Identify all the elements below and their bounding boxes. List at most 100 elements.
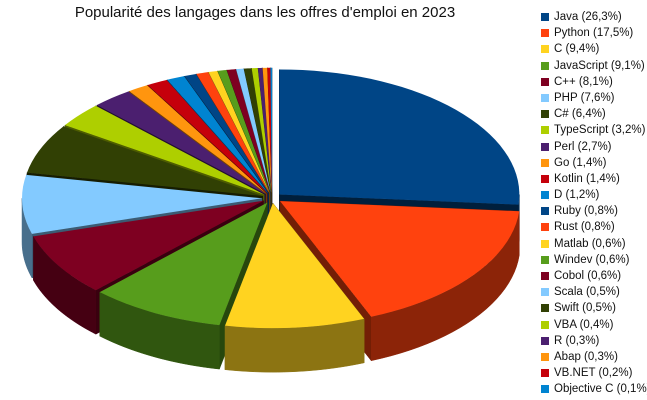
legend-label: VB.NET (0,2%) <box>554 367 633 380</box>
pie-slice-c <box>225 203 365 329</box>
legend-item: Rust (0,8%) <box>541 219 645 235</box>
legend-label: C++ (8,1%) <box>554 75 613 88</box>
chart-title: Popularité des langages dans les offres … <box>74 4 456 21</box>
pie-slice-r <box>257 67 272 193</box>
legend-label: Perl (2,7%) <box>554 140 612 153</box>
pie-slice-php <box>22 174 263 234</box>
pie-slice-abap <box>262 67 272 193</box>
legend-item: Go (1,4%) <box>541 155 645 171</box>
pie-side-wall <box>33 235 97 335</box>
legend-swatch <box>541 158 549 167</box>
legend-label: Abap (0,3%) <box>554 350 618 363</box>
pie-slice-rust <box>196 72 270 193</box>
legend-item: C (9,4%) <box>541 41 645 57</box>
pie-top <box>22 67 520 329</box>
legend-swatch <box>541 352 549 361</box>
legend-label: Windev (0,6%) <box>554 253 630 266</box>
pie-slice-swift <box>243 68 272 193</box>
pie-slice-typescript <box>64 105 265 195</box>
legend-item: Abap (0,3%) <box>541 349 645 365</box>
pie-slice-matlab <box>208 70 270 193</box>
legend-label: C (9,4%) <box>554 43 600 56</box>
legend-label: JavaScript (9,1%) <box>554 59 645 72</box>
legend-item: C# (6,4%) <box>541 106 645 122</box>
legend-swatch <box>541 288 549 297</box>
legend-label: Kotlin (1,4%) <box>554 172 620 185</box>
pie-slice-python <box>280 201 520 317</box>
legend-item: Python (17,5%) <box>541 25 645 41</box>
legend-label: D (1,2%) <box>554 189 600 202</box>
pie-side-wall <box>224 318 365 373</box>
legend-label: Rust (0,8%) <box>554 221 615 234</box>
legend-swatch <box>541 126 549 135</box>
legend-item: Swift (0,5%) <box>541 300 645 316</box>
legend-swatch <box>541 239 549 248</box>
legend-swatch <box>541 320 549 329</box>
legend-item: JavaScript (9,1%) <box>541 58 645 74</box>
pie-slice-kotlin <box>147 79 268 194</box>
legend-swatch <box>541 223 549 232</box>
pie-side-wall <box>99 291 220 370</box>
pie-slice-go <box>129 85 267 194</box>
legend-swatch <box>541 272 549 280</box>
legend-label: Go (1,4%) <box>554 156 607 169</box>
pie-slice-ruby <box>184 73 269 194</box>
legend-swatch <box>541 369 549 378</box>
legend-item: Scala (0,5%) <box>541 284 645 300</box>
legend-item: VB.NET (0,2%) <box>541 365 645 381</box>
legend-item: R (0,3%) <box>541 333 645 349</box>
legend-label: Python (17,5%) <box>554 27 634 40</box>
legend-item: Kotlin (1,4%) <box>541 171 645 187</box>
legend-label: VBA (0,4%) <box>554 318 614 331</box>
legend-label: Java (26,3%) <box>554 11 622 23</box>
legend-item: Perl (2,7%) <box>541 139 645 155</box>
pie-slice-vba <box>251 68 272 193</box>
legend-swatch <box>541 29 549 38</box>
legend-item: Cobol (0,6%) <box>541 268 645 284</box>
legend-label: Objective C (0,1%) <box>554 383 647 396</box>
pie-slice-scala <box>236 68 271 193</box>
legend-item: Windev (0,6%) <box>541 252 645 268</box>
chart-legend: Java (26,3%) Python (17,5%) C (9,4%) JavaSc… <box>541 9 647 398</box>
legend-label: Ruby (0,8%) <box>554 205 618 218</box>
legend-swatch <box>541 45 549 54</box>
pie-slice-windev <box>217 69 270 193</box>
legend-label: Scala (0,5%) <box>554 286 620 299</box>
legend-item: VBA (0,4%) <box>541 317 645 333</box>
legend-item: Ruby (0,8%) <box>541 203 645 219</box>
pie-slice-vb-net <box>267 67 272 193</box>
legend-swatch <box>541 385 549 394</box>
legend-swatch <box>541 304 549 313</box>
legend-item: Java (26,3%) <box>541 9 645 25</box>
pie-side-wall <box>370 211 520 362</box>
legend-swatch <box>541 110 549 119</box>
legend-item: C++ (8,1%) <box>541 74 645 90</box>
legend-item: TypeScript (3,2%) <box>541 122 645 138</box>
legend-swatch <box>541 142 549 151</box>
legend-swatch <box>541 77 549 86</box>
pie-slice-cobol <box>226 69 271 193</box>
legend-swatch <box>541 255 549 264</box>
legend-item: PHP (7,6%) <box>541 90 645 106</box>
legend-label: Matlab (0,6%) <box>554 237 626 250</box>
legend-label: PHP (7,6%) <box>554 91 615 104</box>
pie-slice-c- <box>33 200 264 291</box>
legend-label: Cobol (0,6%) <box>554 270 622 282</box>
pie-slice-c- <box>27 126 263 197</box>
legend-swatch <box>541 191 549 200</box>
legend-label: R (0,3%) <box>554 334 600 347</box>
legend-label: C# (6,4%) <box>554 108 606 121</box>
legend-label: Swift (0,5%) <box>554 302 616 315</box>
legend-swatch <box>541 93 549 102</box>
pie-slice-d <box>167 76 269 194</box>
legend-swatch <box>541 13 549 21</box>
legend-item: Objective C (0,1%) <box>541 381 647 397</box>
pie-side-wall <box>21 198 33 279</box>
legend-item: D (1,2%) <box>541 187 645 203</box>
legend-swatch <box>541 336 549 345</box>
pie-slice-javascript <box>99 202 268 326</box>
legend-swatch <box>541 174 549 183</box>
legend-item: Matlab (0,6%) <box>541 236 645 252</box>
pie-slice-perl <box>96 91 266 194</box>
